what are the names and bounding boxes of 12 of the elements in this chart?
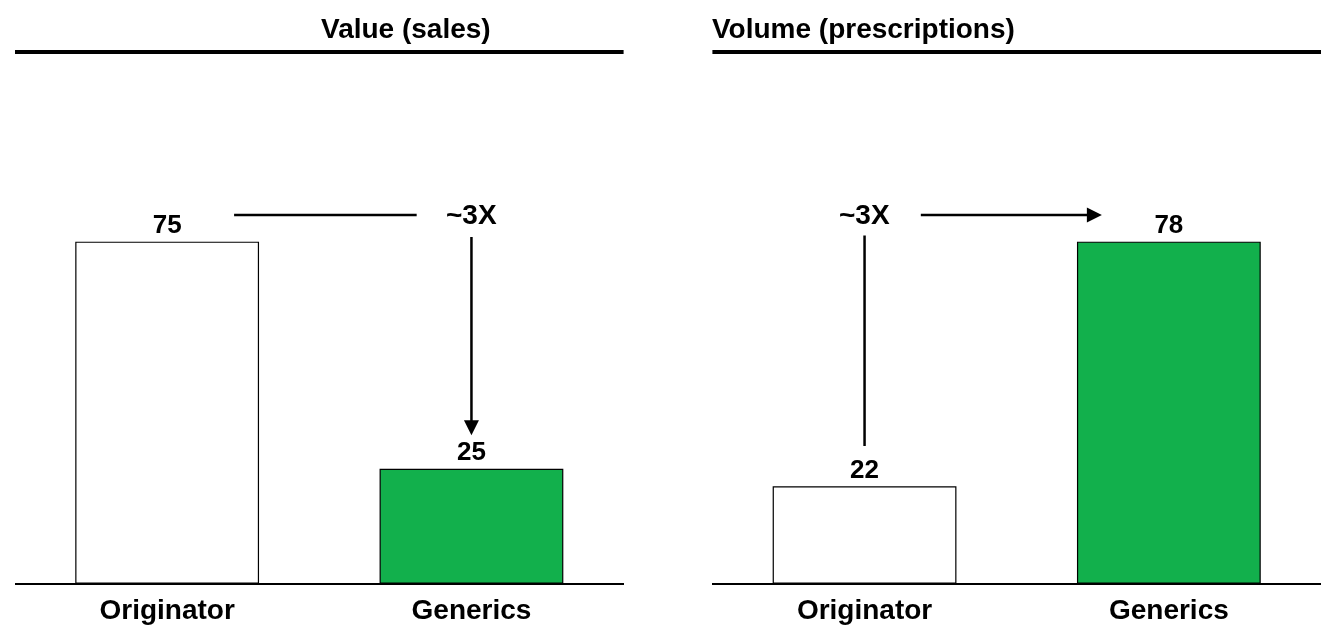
data-label: 75 [152, 209, 182, 240]
text: ~3X [446, 199, 497, 230]
chart-title: Value (sales) [321, 13, 491, 44]
data-label: 78 [1154, 209, 1184, 240]
x-tick-label: Generics [1108, 593, 1229, 625]
x-tick-label: Generics [411, 593, 532, 625]
data-label: 22 [850, 453, 880, 484]
chart-title: Volume (prescriptions) [712, 13, 1015, 44]
x-tick-label: Originator [99, 593, 235, 625]
data-label: 25 [456, 436, 486, 467]
text: ~3X [839, 199, 890, 230]
x-tick-label: Originator [796, 593, 933, 625]
